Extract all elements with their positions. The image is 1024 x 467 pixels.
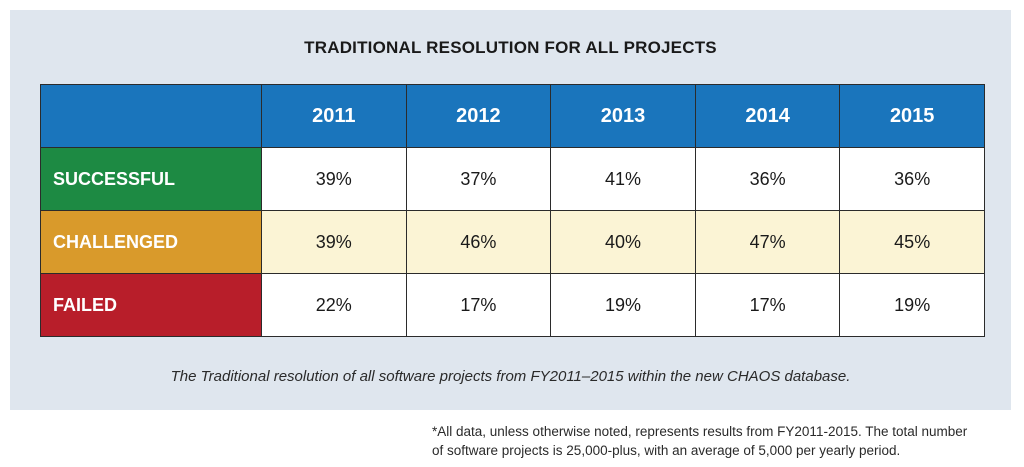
row-label-challenged: CHALLENGED: [40, 210, 262, 274]
row-label-failed: FAILED: [40, 273, 262, 337]
footnote-line-1: *All data, unless otherwise noted, repre…: [432, 424, 968, 439]
cell-challenged-2011: 39%: [261, 210, 407, 274]
footnote: *All data, unless otherwise noted, repre…: [432, 422, 1012, 460]
header-cell-2012: 2012: [405, 84, 552, 148]
header-cell-2014: 2014: [694, 84, 841, 148]
cell-failed-2011: 22%: [261, 273, 407, 337]
cell-successful-2011: 39%: [261, 147, 407, 211]
cell-challenged-2014: 47%: [694, 210, 841, 274]
row-label-successful: SUCCESSFUL: [40, 147, 262, 211]
figure-panel: TRADITIONAL RESOLUTION FOR ALL PROJECTS …: [10, 10, 1011, 410]
cell-failed-2015: 19%: [839, 273, 985, 337]
cell-failed-2014: 17%: [694, 273, 841, 337]
header-cell-2015: 2015: [839, 84, 985, 148]
cell-successful-2014: 36%: [694, 147, 841, 211]
table-title: TRADITIONAL RESOLUTION FOR ALL PROJECTS: [304, 38, 717, 57]
header-cell-2011: 2011: [261, 84, 407, 148]
cell-successful-2013: 41%: [550, 147, 696, 211]
footnote-line-2: of software projects is 25,000-plus, wit…: [432, 443, 901, 458]
table-caption: The Traditional resolution of all softwa…: [170, 368, 851, 385]
cell-failed-2012: 17%: [405, 273, 552, 337]
resolution-table: 2011 2012 2013 2014 2015 SUCCESSFUL 39% …: [40, 84, 985, 337]
cell-challenged-2013: 40%: [550, 210, 696, 274]
cell-challenged-2015: 45%: [839, 210, 985, 274]
header-cell-empty: [40, 84, 262, 148]
row-successful: SUCCESSFUL 39% 37% 41% 36% 36%: [40, 147, 985, 211]
row-challenged: CHALLENGED 39% 46% 40% 47% 45%: [40, 210, 985, 274]
cell-failed-2013: 19%: [550, 273, 696, 337]
header-cell-2013: 2013: [550, 84, 696, 148]
cell-successful-2015: 36%: [839, 147, 985, 211]
cell-successful-2012: 37%: [405, 147, 552, 211]
header-row: 2011 2012 2013 2014 2015: [40, 84, 985, 148]
row-failed: FAILED 22% 17% 19% 17% 19%: [40, 273, 985, 337]
cell-challenged-2012: 46%: [405, 210, 552, 274]
